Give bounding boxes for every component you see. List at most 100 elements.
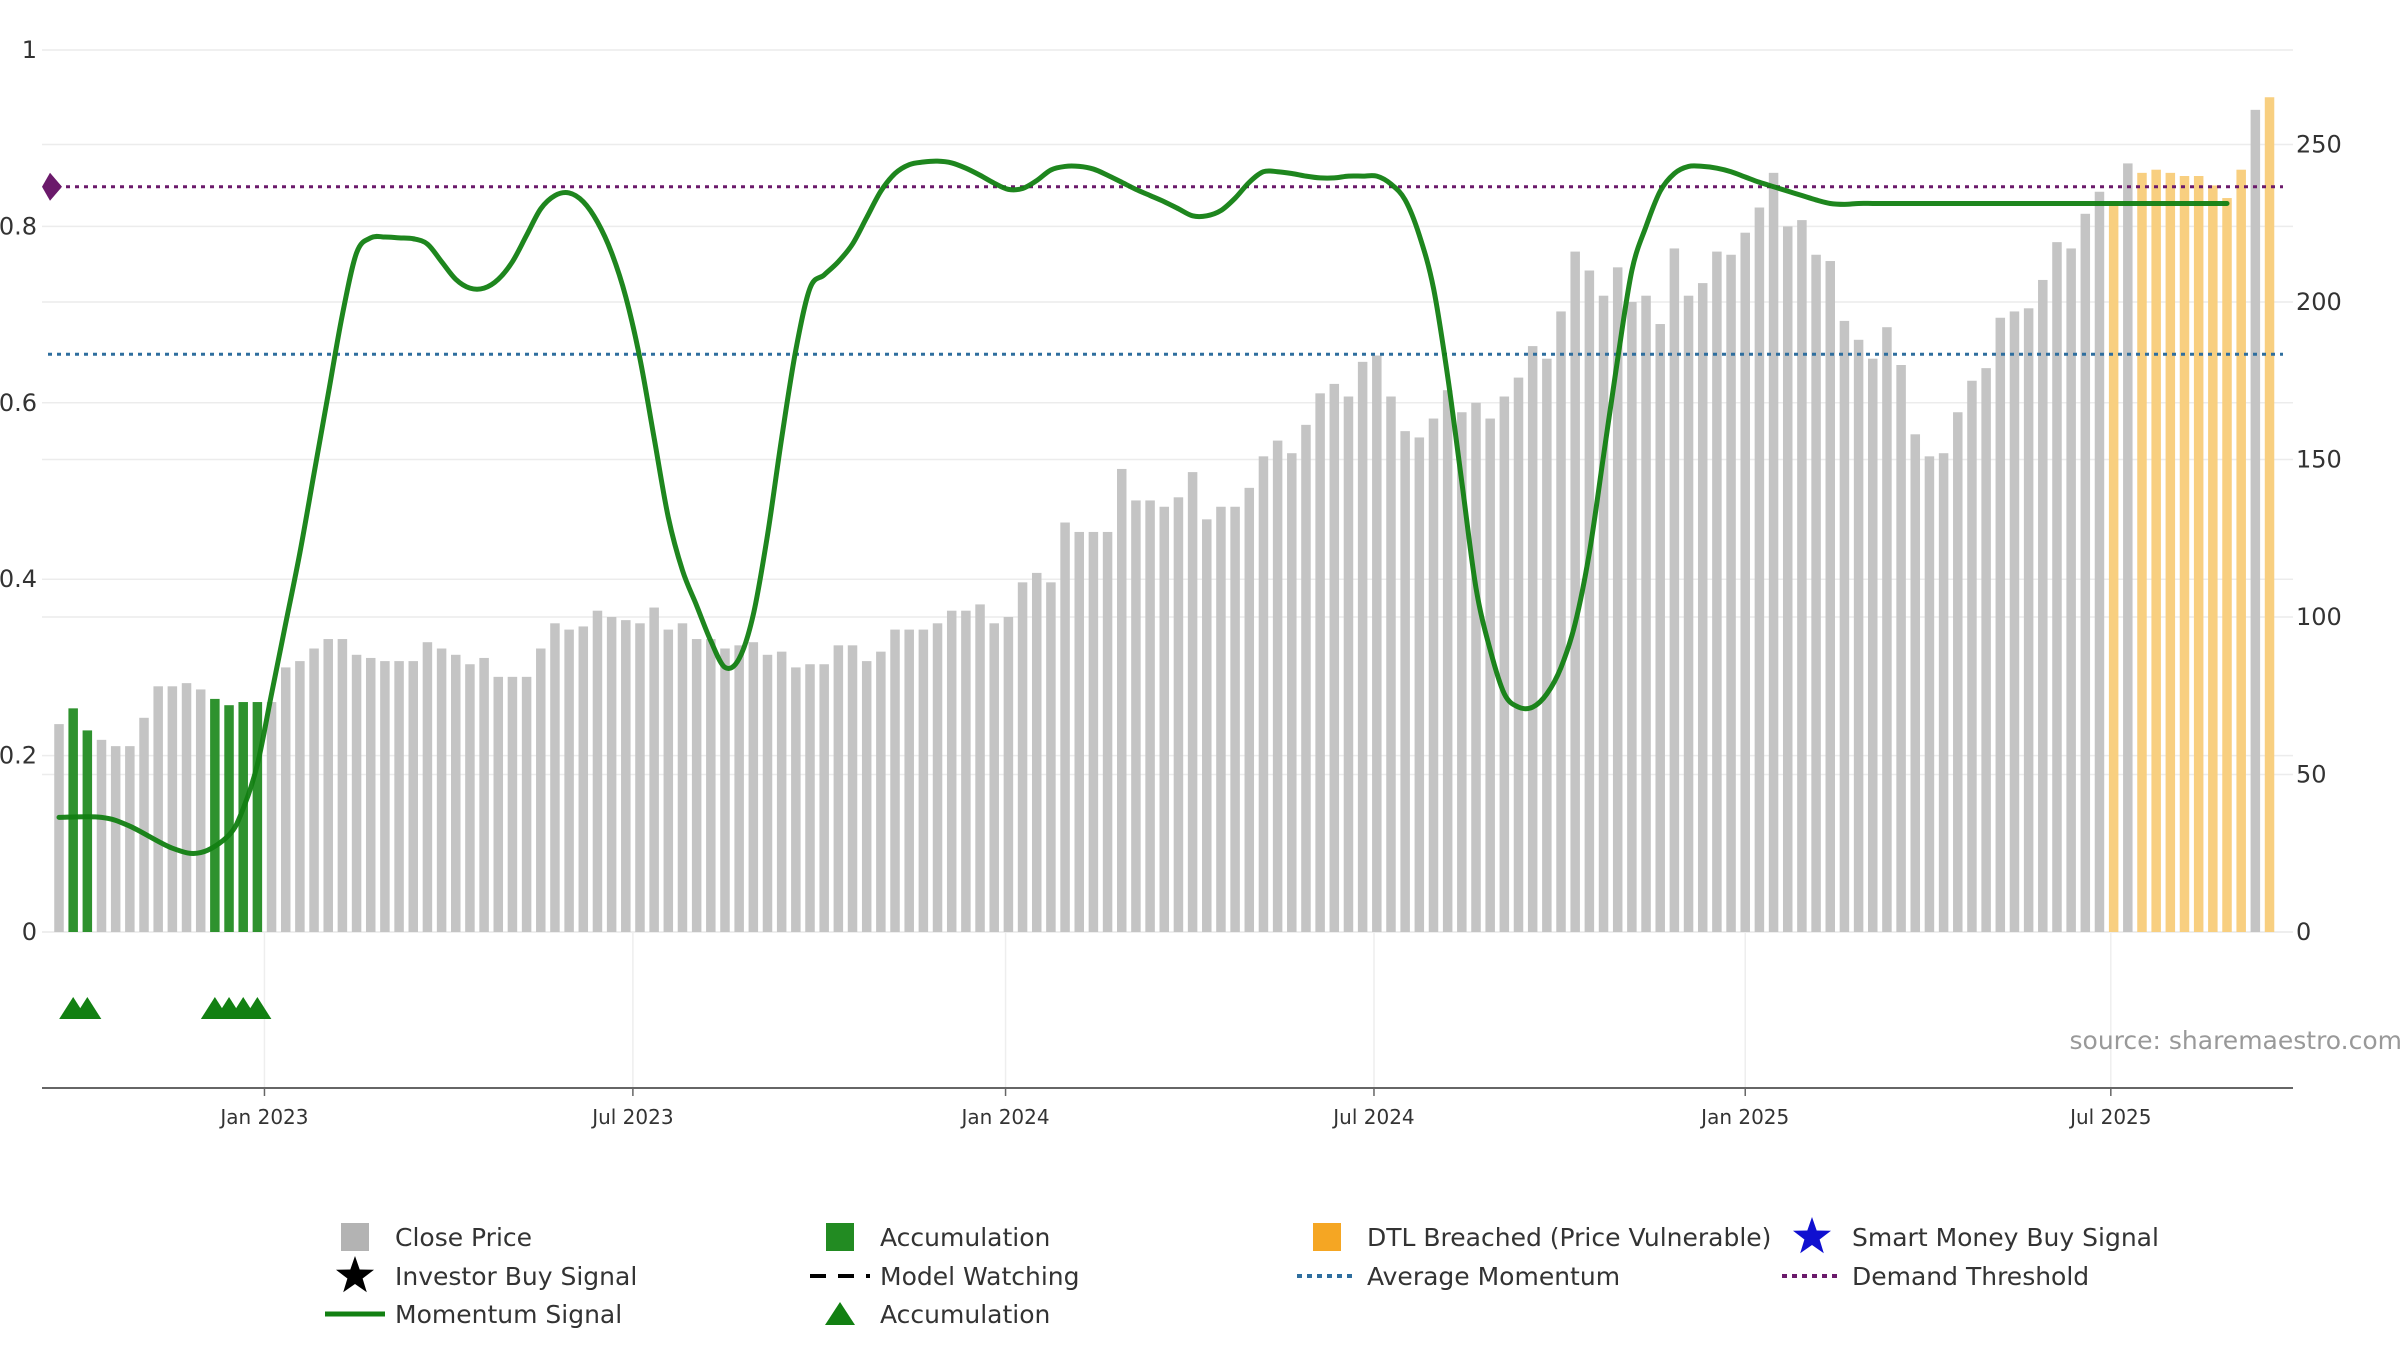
bar-grey [947, 611, 957, 932]
bar-grey [2251, 110, 2261, 932]
bar-grey [777, 652, 787, 932]
bar-grey [1018, 582, 1028, 932]
bar-grey [706, 639, 716, 932]
bar-green [68, 708, 78, 932]
bar-grey [550, 623, 560, 932]
bar-grey [749, 642, 759, 932]
bar-grey [890, 630, 900, 932]
bar-grey [635, 623, 645, 932]
bar-grey [1585, 271, 1595, 933]
bar-grey [1826, 261, 1836, 932]
legend-label: Average Momentum [1367, 1262, 1620, 1291]
bar-grey [649, 608, 659, 932]
bar-grey [437, 649, 447, 933]
legend-item: Smart Money Buy Signal [1793, 1217, 2159, 1253]
demand-threshold-marker [42, 173, 62, 201]
legend-label: Close Price [395, 1223, 532, 1252]
legend-label: Model Watching [880, 1262, 1080, 1291]
bar-grey [182, 683, 192, 932]
bar-grey [1698, 283, 1708, 932]
legend-item: Accumulation [826, 1223, 1050, 1252]
bar-grey [1896, 365, 1906, 932]
bar-grey [1599, 296, 1609, 932]
bar-grey [1627, 302, 1637, 932]
bar-grey [1996, 318, 2006, 932]
x-tick-label: Jul 2025 [2068, 1105, 2151, 1129]
bar-orange [2222, 198, 2232, 932]
bar-grey [2095, 192, 2105, 932]
bar-grey [2024, 308, 2034, 932]
bar-grey [465, 664, 475, 932]
x-tick-label: Jan 2023 [218, 1105, 308, 1129]
bar-orange [2194, 176, 2204, 932]
bar-grey [1925, 456, 1935, 932]
bar-grey [380, 661, 390, 932]
bar-grey [805, 664, 815, 932]
bar-grey [1641, 296, 1651, 932]
bar-grey [1386, 397, 1396, 933]
x-tick-label: Jul 2024 [1331, 1105, 1414, 1129]
bar-grey [848, 645, 858, 932]
bar-grey [1230, 507, 1240, 932]
bar-grey [451, 655, 461, 932]
bar-grey [1145, 500, 1155, 932]
bar-grey [1315, 393, 1325, 932]
bar-grey [1117, 469, 1127, 932]
bar-grey [2066, 248, 2076, 932]
bar-grey [1004, 617, 1014, 932]
bar-grey [281, 667, 291, 932]
bar-grey [1131, 500, 1141, 932]
bar-grey [1528, 346, 1538, 932]
bar-green [253, 702, 263, 932]
bar-grey [1245, 488, 1255, 932]
legend-label: Accumulation [880, 1300, 1050, 1329]
bar-grey [1443, 390, 1453, 932]
bar-grey [54, 724, 64, 932]
y-right-tick-label: 100 [2296, 603, 2342, 631]
legend-label: Accumulation [880, 1223, 1050, 1252]
bar-grey [1953, 412, 1963, 932]
bar-grey [1273, 441, 1283, 932]
bar-grey [1400, 431, 1410, 932]
bar-grey [763, 655, 773, 932]
legend-star-icon [1793, 1217, 1831, 1253]
bar-grey [2052, 242, 2062, 932]
bar-grey [366, 658, 376, 932]
bar-grey [1868, 359, 1878, 932]
bar-grey [975, 604, 985, 932]
bar-grey [1259, 456, 1269, 932]
bar-orange [2180, 176, 2190, 932]
bar-grey [97, 740, 107, 932]
bar-grey [352, 655, 362, 932]
bar-grey [678, 623, 688, 932]
bar-grey [1358, 362, 1368, 932]
close-price-bars [54, 97, 2274, 932]
bar-grey [1485, 419, 1495, 932]
bar-grey [607, 617, 617, 932]
bar-orange [2236, 170, 2246, 932]
bar-grey [338, 639, 348, 932]
bar-grey [1202, 519, 1212, 932]
legend-item: Accumulation [825, 1300, 1050, 1329]
y-left-tick-label: 0.4 [0, 565, 37, 593]
bar-orange [2166, 173, 2176, 932]
legend-star-icon [336, 1256, 374, 1292]
bar-grey [1655, 324, 1665, 932]
bar-grey [1032, 573, 1042, 932]
bar-grey [2010, 311, 2020, 932]
legend-square-icon [826, 1223, 854, 1251]
bar-grey [508, 677, 518, 932]
bar-grey [295, 661, 305, 932]
y-right-tick-label: 200 [2296, 288, 2342, 316]
legend-label: Investor Buy Signal [395, 1262, 637, 1291]
bar-grey [1967, 381, 1977, 932]
y-left-tick-label: 0.6 [0, 389, 37, 417]
bar-grey [409, 661, 419, 932]
bar-grey [1769, 173, 1779, 932]
bar-grey [1471, 403, 1481, 932]
bar-grey [2081, 214, 2091, 932]
bar-grey [862, 661, 872, 932]
bar-grey [564, 630, 574, 932]
y-left-tick-label: 1 [22, 36, 37, 64]
